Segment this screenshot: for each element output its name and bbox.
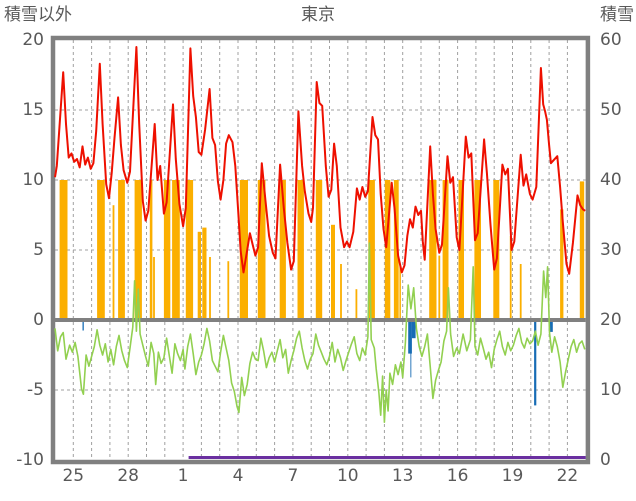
bar [355,289,358,320]
bar [474,180,481,320]
bar [442,180,449,320]
bar [279,180,286,320]
orange-bars-series [59,180,585,320]
bar [239,180,248,320]
bar [368,180,375,320]
bar [209,257,211,320]
bar [534,320,537,406]
bar [82,320,84,331]
bar [408,320,412,354]
x-tick-13: 13 [391,466,414,486]
green-line-series [54,242,586,423]
left-axis-title: 積雪以外 [4,5,72,25]
bar [509,236,512,320]
bar [579,181,585,320]
bar [399,264,401,320]
bar [112,205,115,320]
x-tick-7: 7 [287,466,299,486]
bar [438,255,441,320]
plot-border [50,35,591,465]
x-tick-1: 1 [177,466,189,486]
right-axis-title: 積雪 [600,5,634,25]
y-tick-left-5: 5 [33,240,44,260]
x-tick-4: 4 [232,466,244,486]
x-tick-10: 10 [336,466,359,486]
bar [340,264,342,320]
y-tick-right-60: 60 [600,30,622,50]
bar [549,320,553,332]
bar [458,180,464,320]
x-tick-19: 19 [501,466,524,486]
x-tick-22: 22 [556,466,579,486]
bar [411,320,416,339]
bar [560,209,564,320]
y-tick-right-20: 20 [600,310,622,330]
bar [163,180,171,320]
red-line-series [54,46,586,275]
x-tick-25: 25 [62,466,85,486]
y-tick-right-50: 50 [600,100,622,120]
bar [519,264,522,320]
bar [393,180,399,320]
bar [59,180,68,320]
x-tick-28: 28 [117,466,139,486]
bar [97,180,105,320]
bar [297,180,304,320]
bar [493,180,500,320]
bar [185,180,194,320]
y-tick-left-15: 15 [22,100,44,120]
y-tick-right-0: 0 [600,450,611,470]
y-tick-right-10: 10 [600,380,622,400]
blue-bars-series [82,320,553,406]
chart-title: 東京 [301,5,335,25]
y-tick-left-10: 10 [22,170,44,190]
bar [315,180,323,320]
bar [149,180,153,320]
bar [227,261,230,320]
y-tick-right-30: 30 [600,240,622,260]
bar [134,180,142,320]
bar [202,227,207,320]
bar [197,231,201,320]
bar [153,257,155,320]
y-tick-left-0: 0 [33,310,44,330]
y-tick-left--5: -5 [27,380,44,400]
bar [331,224,335,320]
y-tick-right-40: 40 [600,170,622,190]
bar [257,180,266,320]
bar [410,320,412,378]
x-tick-16: 16 [446,466,469,486]
bar [384,180,391,320]
y-tick-left-20: 20 [22,30,44,50]
y-tick-left--10: -10 [16,450,44,470]
bar [172,180,180,320]
bar [429,180,437,320]
bar [118,180,125,320]
